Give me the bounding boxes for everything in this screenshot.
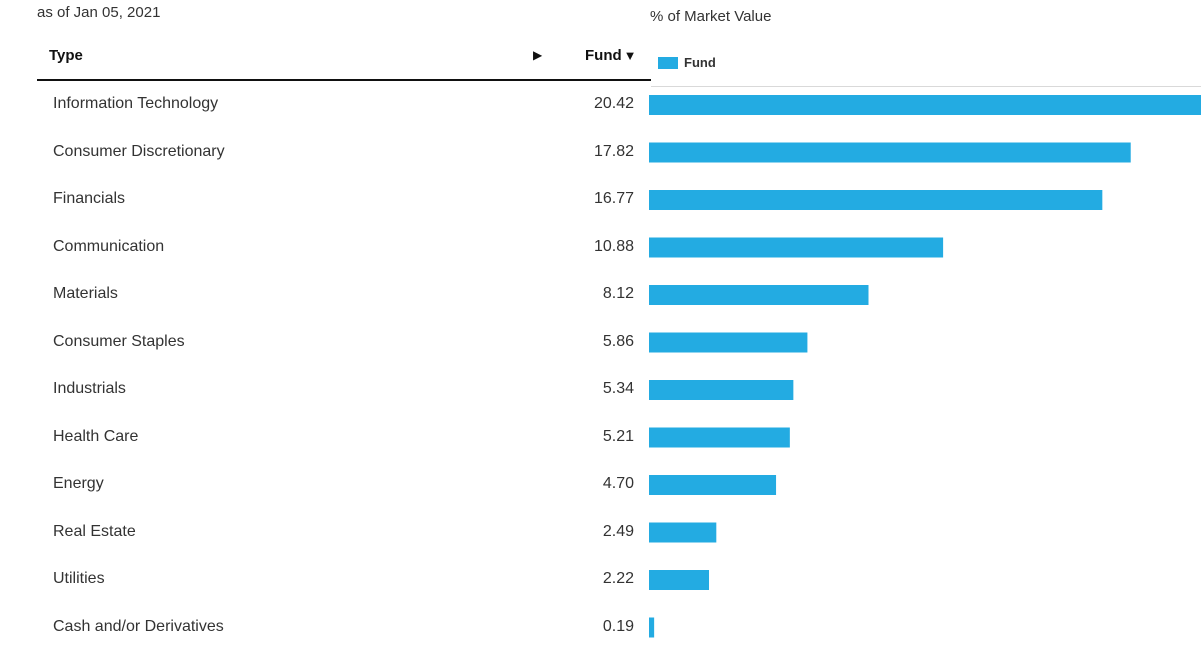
- table-row-value: 5.86: [602, 332, 634, 350]
- table-row-value: 0.19: [602, 617, 634, 635]
- bar-fund: [649, 380, 794, 400]
- bar-fund: [649, 475, 777, 495]
- as-of-date: as of Jan 05, 2021: [37, 4, 161, 21]
- table-row-label: Energy: [53, 475, 104, 492]
- table-row-value: 4.70: [602, 475, 634, 492]
- table-row-label: Consumer Staples: [53, 332, 185, 350]
- table-row-label: Information Technology: [53, 95, 219, 112]
- bar-fund: [649, 285, 869, 305]
- table-row-label: Cash and/or Derivatives: [53, 617, 224, 635]
- table-row-label: Materials: [53, 285, 118, 302]
- legend-swatch: [658, 56, 678, 69]
- table-row-value: 17.82: [593, 142, 634, 160]
- table-row-value: 20.42: [593, 95, 634, 112]
- table-row-value: 2.49: [602, 522, 634, 540]
- bar-fund: [649, 142, 1131, 163]
- market-value-bar-chart: [649, 95, 1201, 638]
- table-row-label: Utilities: [53, 570, 105, 587]
- column-header-type: Type: [49, 47, 83, 64]
- table-row-label: Real Estate: [53, 522, 136, 540]
- bar-fund: [649, 190, 1103, 210]
- table-row-value: 5.21: [602, 427, 634, 445]
- table-row-value: 8.12: [602, 285, 634, 302]
- bar-fund: [649, 427, 790, 448]
- column-header-fund[interactable]: Fund ▼: [585, 47, 637, 64]
- sort-desc-icon[interactable]: ▼: [623, 48, 637, 63]
- chart-legend: Fund: [658, 55, 716, 70]
- bar-fund: [649, 617, 655, 638]
- column-header-fund-label: Fund: [585, 47, 622, 64]
- table-row-label: Financials: [53, 190, 126, 207]
- bar-fund: [649, 570, 710, 590]
- table-row-value: 10.88: [593, 237, 634, 255]
- bar-fund: [649, 522, 717, 543]
- bar-fund: [649, 95, 1201, 115]
- legend-label: Fund: [684, 55, 716, 70]
- table-row-label: Consumer Discretionary: [53, 142, 225, 160]
- sort-right-arrow-icon[interactable]: ▶: [533, 48, 543, 62]
- table-row-label: Health Care: [53, 427, 139, 445]
- table-row-label: Communication: [53, 237, 165, 255]
- legend-divider: [651, 86, 1201, 87]
- header-divider: [37, 79, 651, 81]
- table-row-value: 2.22: [602, 570, 634, 587]
- bar-fund: [649, 237, 944, 258]
- bar-fund: [649, 332, 808, 353]
- table-row-value: 16.77: [593, 190, 634, 207]
- table-row-label: Industrials: [53, 380, 126, 397]
- table-row-value: 5.34: [602, 380, 634, 397]
- chart-title: % of Market Value: [650, 8, 772, 25]
